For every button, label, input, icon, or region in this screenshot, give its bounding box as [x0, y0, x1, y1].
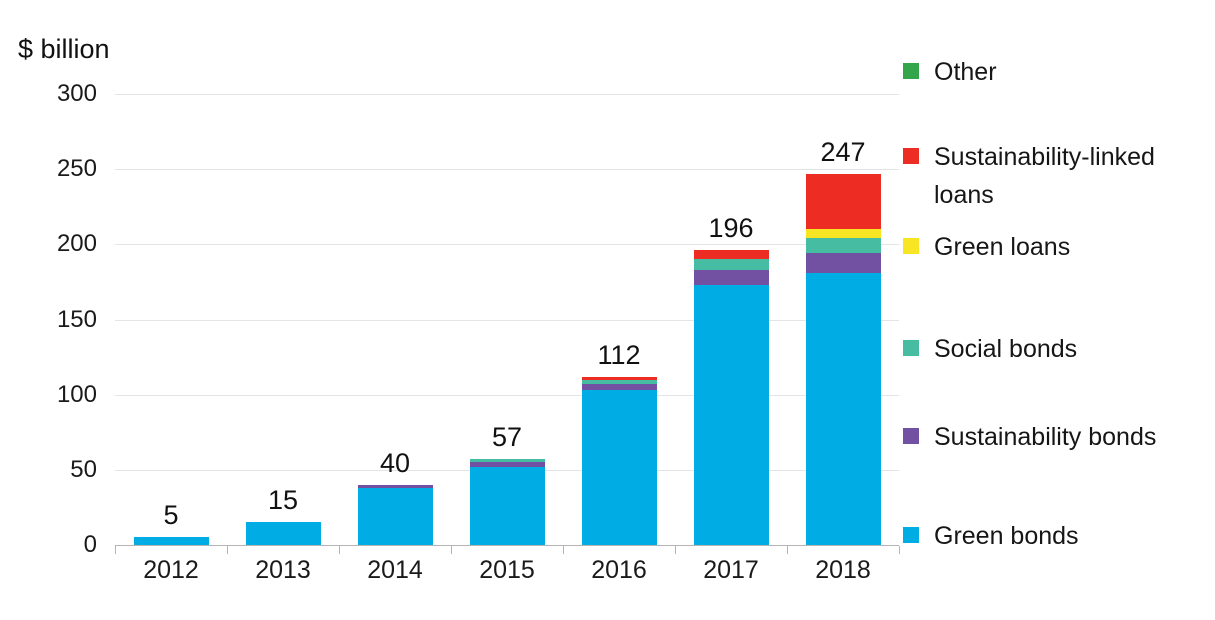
legend-swatch-green-bonds-icon [903, 527, 919, 543]
gridline-100 [115, 394, 899, 396]
legend-label: Green bonds [934, 522, 1079, 550]
legend-item-social-bonds: Social bonds [903, 330, 1077, 368]
bar-value-label-2015: 57 [491, 422, 523, 453]
bar-segment-social-bonds-2016 [581, 379, 657, 385]
x-axis-label-2014: 2014 [367, 556, 423, 584]
bar-2015 [469, 94, 545, 545]
bar-segment-green-bonds-2012 [133, 537, 209, 545]
x-axis-tick [115, 546, 116, 554]
y-tick-label-300: 300 [56, 80, 97, 107]
x-axis-tick [899, 546, 900, 554]
bar-segment-sustainability-bonds-2017 [693, 269, 769, 285]
x-axis-label-2016: 2016 [591, 556, 647, 584]
x-axis-tick [227, 546, 228, 554]
bar-segment-sustainability-bonds-2014 [357, 484, 433, 488]
bar-segment-green-loans-2018 [805, 229, 881, 239]
y-tick-label-250: 250 [56, 155, 97, 183]
x-axis-label-2015: 2015 [479, 556, 535, 584]
y-tick-label-200: 200 [56, 230, 97, 258]
legend-item-green-loans: Green loans [903, 228, 1070, 266]
x-axis-label-2017: 2017 [703, 556, 759, 584]
y-axis-title: $ billion [18, 34, 110, 64]
x-axis-label-2012: 2012 [143, 556, 199, 584]
legend-item-sustainability-bonds: Sustainability bonds [903, 418, 1156, 456]
bar-segment-social-bonds-2017 [693, 259, 769, 270]
bar-value-label-2017: 196 [708, 213, 754, 244]
bar-value-label-2013: 15 [267, 485, 299, 516]
bar-segment-social-bonds-2018 [805, 238, 881, 254]
x-axis-line [115, 545, 899, 546]
x-axis-label-2013: 2013 [255, 556, 311, 584]
y-tick-label-150: 150 [56, 305, 97, 333]
bar-segment-sustainability-linked-loans-2018 [805, 173, 881, 230]
legend-label: Social bonds [934, 335, 1078, 363]
bar-value-label-2012: 5 [163, 500, 179, 531]
bar-segment-sustainability-bonds-2016 [581, 384, 657, 391]
gridline-150 [115, 319, 899, 321]
gridline-250 [115, 169, 899, 171]
legend-swatch-sustainability-linked-loans-icon [903, 148, 919, 164]
legend-label: Sustainability bonds [934, 423, 1157, 451]
y-tick-label-100: 100 [56, 380, 97, 408]
x-axis-tick [451, 546, 452, 554]
gridline-300 [115, 94, 899, 95]
bar-segment-sustainability-bonds-2015 [469, 462, 545, 467]
bar-segment-social-bonds-2015 [469, 459, 545, 463]
bar-segment-green-bonds-2016 [581, 390, 657, 545]
bar-segment-sustainability-bonds-2018 [805, 253, 881, 273]
bar-value-label-2014: 40 [379, 447, 411, 478]
plot-area [115, 94, 900, 554]
gridline-200 [115, 244, 899, 246]
bar-2014 [357, 94, 433, 545]
legend-label: Sustainability-linked loans [934, 143, 1155, 209]
legend-swatch-sustainability-bonds-icon [903, 428, 919, 444]
bar-value-label-2016: 112 [597, 339, 641, 370]
y-tick-label-0: 0 [83, 531, 97, 558]
x-axis-tick [563, 546, 564, 554]
legend-swatch-green-loans-icon [903, 238, 919, 254]
x-axis-label-2018: 2018 [815, 556, 871, 584]
bar-2016 [581, 94, 657, 545]
bar-2013 [245, 94, 321, 545]
legend-item-sustainability-linked-loans: Sustainability-linked loans [903, 138, 1196, 214]
legend-label: Other [934, 58, 997, 86]
x-axis-tick [787, 546, 788, 554]
bar-2018 [805, 94, 881, 545]
bar-2012 [133, 94, 209, 545]
bar-segment-sustainability-linked-loans-2016 [581, 376, 657, 380]
bar-segment-green-bonds-2017 [693, 284, 769, 545]
bar-segment-green-bonds-2015 [469, 466, 545, 545]
legend: Other Sustainability-linked loans Green lo… [903, 0, 1208, 620]
bar-segment-green-bonds-2014 [357, 487, 433, 545]
x-axis-tick [675, 546, 676, 554]
x-axis-tick [339, 546, 340, 554]
bar-value-label-2018: 247 [820, 136, 866, 167]
legend-swatch-other-icon [903, 63, 919, 79]
legend-item-other: Other [903, 53, 997, 91]
bar-segment-green-bonds-2013 [245, 522, 321, 545]
bar-segment-green-bonds-2018 [805, 272, 881, 545]
legend-swatch-social-bonds-icon [903, 340, 919, 356]
legend-item-green-bonds: Green bonds [903, 517, 1079, 555]
y-tick-label-50: 50 [70, 455, 97, 483]
bar-segment-sustainability-linked-loans-2017 [693, 250, 769, 260]
bar-2017 [693, 94, 769, 545]
legend-label: Green loans [934, 233, 1071, 261]
